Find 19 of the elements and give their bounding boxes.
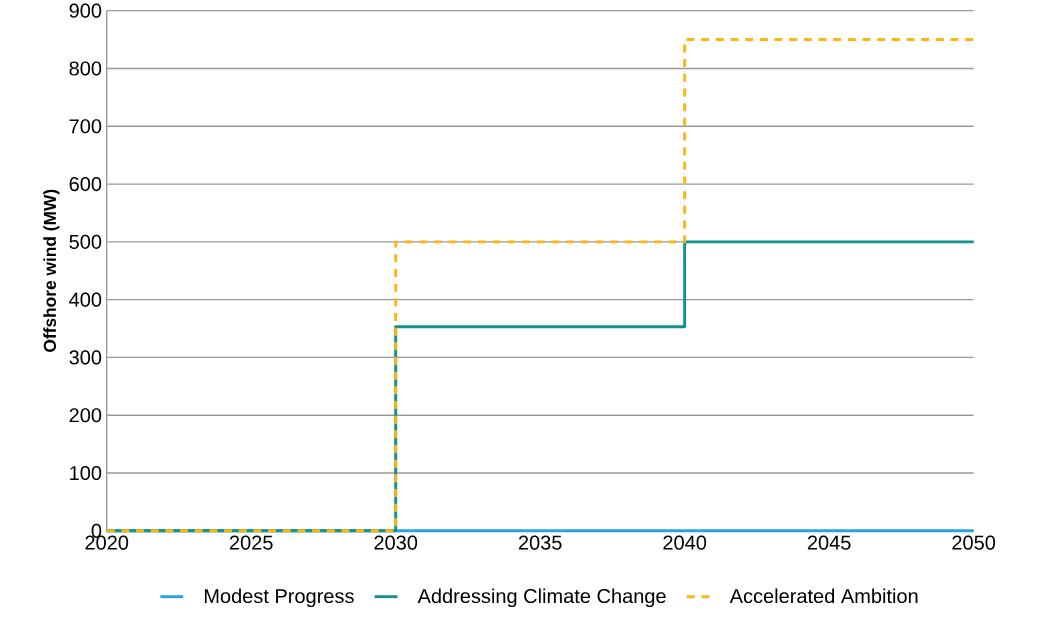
y-tick-label: 500: [69, 234, 102, 249]
x-tick-label: 2050: [952, 535, 996, 550]
y-tick-label: 200: [69, 408, 102, 423]
x-tick-label: 2030: [374, 535, 418, 550]
y-tick-label: 700: [69, 119, 102, 134]
y-tick-label: 300: [69, 350, 102, 365]
y-axis-title: Offshore wind (MW): [43, 189, 60, 352]
y-tick-label: 800: [69, 61, 102, 76]
x-tick-label: 2025: [229, 535, 273, 550]
y-tick-label: 600: [69, 177, 102, 192]
x-tick-label: 2035: [518, 535, 562, 550]
y-tick-label: 900: [69, 3, 102, 18]
y-tick-label: 100: [70, 466, 102, 481]
legend-label: Modest Progress: [204, 588, 354, 608]
x-tick-label: 2045: [807, 535, 851, 550]
x-tick-label: 2040: [663, 535, 707, 550]
y-tick-label: 400: [69, 292, 102, 307]
legend-label: Accelerated Ambition: [729, 588, 918, 604]
legend-label: Addressing Climate Change: [417, 588, 666, 608]
